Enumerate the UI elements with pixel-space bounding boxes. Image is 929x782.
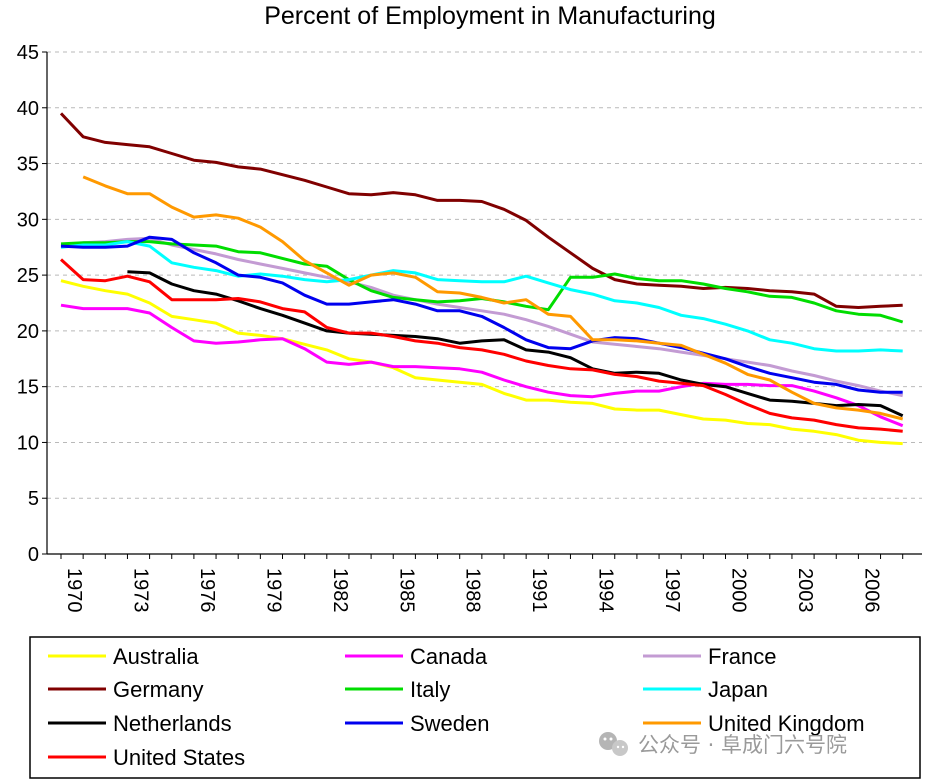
y-tick-label: 15 (17, 377, 39, 399)
x-tick-label: 2000 (728, 568, 750, 613)
watermark: 公众号 · 阜成门六号院 (599, 732, 847, 757)
series-lines (59, 112, 904, 446)
y-tick-label: 5 (28, 488, 39, 510)
x-tick-label: 1994 (595, 568, 617, 613)
legend-label: United States (113, 745, 245, 770)
y-tick-label: 30 (17, 209, 39, 231)
y-tick-label: 45 (17, 42, 39, 64)
series-line-sweden (60, 235, 903, 394)
x-tick-label: 2003 (794, 568, 816, 613)
legend: Australia Canada France Germany Italy Japan Ne… (29, 636, 921, 779)
legend-label: Canada (410, 644, 488, 669)
legend-label: Sweden (410, 711, 490, 736)
wechat-icon (599, 732, 628, 756)
legend-label: Australia (113, 644, 199, 669)
legend-label: France (708, 644, 776, 669)
y-tick-label: 35 (17, 154, 39, 176)
x-tick-label: 1985 (395, 568, 417, 613)
series-line-netherlands (127, 270, 904, 418)
series-line-japan (60, 240, 903, 353)
x-tick-label: 1991 (528, 568, 550, 613)
legend-label: Netherlands (113, 711, 232, 736)
axes: 0 5 10 15 20 25 30 35 40 45 1970 1973 1976 1979 1982 19… (17, 42, 922, 613)
series-line-australia (60, 279, 903, 446)
series-line-united-kingdom (82, 175, 904, 421)
legend-label: Italy (410, 677, 450, 702)
series-line-canada (60, 303, 904, 428)
x-tick-label: 1976 (196, 568, 218, 613)
x-tick-label: 1979 (262, 568, 284, 613)
y-tick-label: 25 (17, 265, 39, 287)
legend-label: Germany (113, 677, 203, 702)
y-tick-label: 20 (17, 321, 39, 343)
y-tick-label: 10 (17, 432, 39, 454)
series-line-united-states (59, 258, 903, 433)
legend-box (29, 636, 921, 779)
x-tick-label: 2006 (860, 568, 882, 613)
chart-title: Percent of Employment in Manufacturing (264, 2, 716, 30)
x-tick-label: 1988 (462, 568, 484, 613)
series-line-germany (59, 112, 903, 309)
gridlines (47, 51, 922, 499)
series-line-france (60, 236, 903, 398)
x-tick-label: 1997 (661, 568, 683, 613)
x-tick-label: 1970 (63, 568, 85, 613)
legend-label: Japan (708, 677, 768, 702)
y-tick-label: 0 (28, 544, 39, 566)
y-tick-label: 40 (17, 98, 39, 120)
x-tick-label: 1982 (329, 568, 351, 613)
watermark-text: 公众号 · 阜成门六号院 (638, 733, 847, 757)
legend-label: United Kingdom (708, 711, 865, 736)
x-tick-label: 1973 (129, 568, 151, 613)
